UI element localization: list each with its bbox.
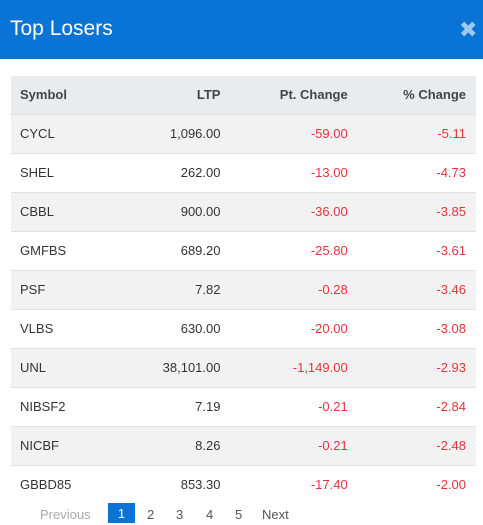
cell-symbol: PSF (20, 282, 46, 297)
table-row[interactable]: SHEL 262.00 -13.00 -4.73 (11, 153, 476, 192)
cell-pt-change: -1,149.00 (292, 360, 348, 375)
pagination-page-5[interactable]: 5 (235, 507, 243, 522)
cell-symbol: NICBF (20, 438, 59, 453)
cell-pct-change: -5.11 (437, 126, 466, 141)
close-icon[interactable]: ✖ (459, 17, 478, 42)
cell-pt-change: -0.21 (318, 438, 348, 453)
table-row[interactable]: UNL 38,101.00 -1,149.00 -2.93 (11, 348, 476, 387)
pagination-page-2[interactable]: 2 (147, 507, 155, 522)
cell-pt-change: -25.80 (310, 243, 348, 258)
pagination-previous[interactable]: Previous (40, 507, 91, 522)
table-row[interactable]: GMFBS 689.20 -25.80 -3.61 (11, 231, 476, 270)
cell-ltp: 630.00 (180, 321, 221, 336)
cell-pt-change: -13.00 (310, 165, 348, 180)
cell-ltp: 1,096.00 (169, 126, 221, 141)
cell-pt-change: -20.00 (310, 321, 348, 336)
cell-pt-change: -17.40 (310, 477, 348, 493)
table-row[interactable]: NICBF 8.26 -0.21 -2.48 (11, 426, 476, 465)
cell-symbol: CYCL (20, 126, 55, 141)
table-header-row: Symbol LTP Pt. Change % Change (11, 76, 476, 114)
cell-pct-change: -2.93 (436, 360, 466, 375)
pagination: Previous 1 2 3 4 5 Next (0, 503, 483, 523)
cell-ltp: 8.26 (195, 438, 221, 453)
cell-pt-change: -36.00 (310, 204, 348, 219)
cell-pct-change: -3.85 (436, 204, 466, 219)
column-header-symbol[interactable]: Symbol (20, 87, 67, 103)
cell-pct-change: -2.48 (436, 438, 466, 453)
table-row[interactable]: NIBSF2 7.19 -0.21 -2.84 (11, 387, 476, 426)
cell-ltp: 7.82 (195, 282, 221, 297)
cell-pt-change: -0.28 (318, 282, 348, 297)
pagination-page-4[interactable]: 4 (206, 507, 214, 522)
cell-symbol: CBBL (20, 204, 54, 219)
cell-pt-change: -59.00 (310, 126, 348, 141)
cell-ltp: 262.00 (180, 165, 221, 180)
table-row[interactable]: GBBD85 853.30 -17.40 -2.00 (11, 465, 476, 504)
pagination-page-3[interactable]: 3 (176, 507, 184, 522)
column-header-pct-change[interactable]: % Change (403, 87, 466, 103)
cell-symbol: VLBS (20, 321, 54, 336)
pagination-page-1[interactable]: 1 (108, 503, 135, 523)
cell-ltp: 900.00 (180, 204, 221, 219)
table-row[interactable]: VLBS 630.00 -20.00 -3.08 (11, 309, 476, 348)
cell-pct-change: -2.84 (436, 399, 466, 414)
pagination-next[interactable]: Next (262, 507, 289, 522)
cell-ltp: 38,101.00 (162, 360, 221, 375)
column-header-pt-change[interactable]: Pt. Change (279, 87, 348, 103)
table-row[interactable]: CYCL 1,096.00 -59.00 -5.11 (11, 114, 476, 153)
cell-pct-change: -2.00 (436, 477, 466, 493)
column-header-ltp[interactable]: LTP (196, 87, 221, 103)
cell-symbol: GMFBS (20, 243, 67, 258)
table-row[interactable]: PSF 7.82 -0.28 -3.46 (11, 270, 476, 309)
cell-pct-change: -3.46 (436, 282, 466, 297)
cell-pct-change: -3.08 (436, 321, 466, 336)
cell-symbol: SHEL (20, 165, 54, 180)
cell-ltp: 853.30 (180, 477, 221, 493)
modal-header: Top Losers ✖ (0, 0, 483, 59)
cell-pt-change: -0.21 (318, 399, 348, 414)
cell-symbol: NIBSF2 (20, 399, 66, 414)
cell-symbol: UNL (20, 360, 47, 375)
cell-pct-change: -3.61 (436, 243, 466, 258)
table-row[interactable]: CBBL 900.00 -36.00 -3.85 (11, 192, 476, 231)
modal-title: Top Losers (10, 17, 113, 40)
cell-ltp: 7.19 (195, 399, 221, 414)
cell-symbol: GBBD85 (20, 477, 72, 493)
cell-pct-change: -4.73 (436, 165, 466, 180)
cell-ltp: 689.20 (180, 243, 221, 258)
top-losers-table: Symbol LTP Pt. Change % Change CYCL 1,096… (11, 76, 476, 504)
